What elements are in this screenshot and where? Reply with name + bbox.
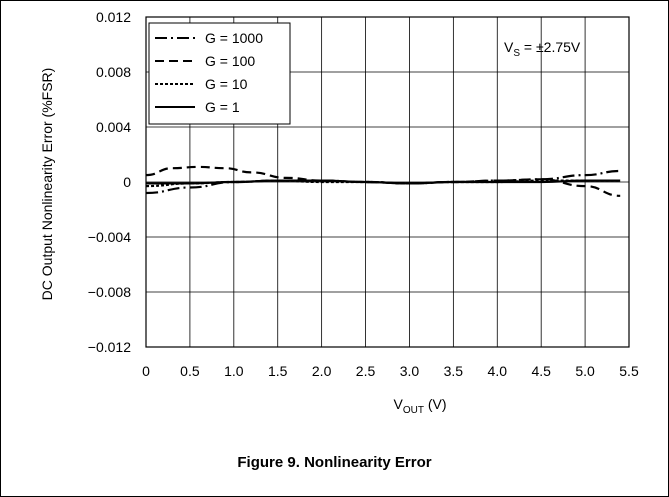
plot-area-border — [145, 16, 630, 348]
y-tick-label: 0.004 — [96, 119, 131, 135]
legend-label-g100: G = 100 — [205, 53, 255, 69]
y-tick-label: 0.012 — [96, 9, 131, 25]
x-tick-label: 1.5 — [268, 363, 288, 379]
legend: G = 1000 G = 100 G = 10 G = 1 — [148, 22, 291, 125]
y-tick-label: 0 — [123, 174, 131, 190]
x-axis-label: VOUT (V) — [393, 396, 446, 416]
figure-caption: Figure 9. Nonlinearity Error — [237, 454, 432, 471]
y-tick-label: 0.008 — [96, 64, 131, 80]
legend-label-g1: G = 1 — [205, 99, 240, 115]
x-tick-label: 5.5 — [619, 363, 639, 379]
y-tick-label: −0.004 — [88, 229, 131, 245]
x-tick-label: 5.0 — [575, 363, 595, 379]
nonlinearity-chart: 0.012 0.008 0.004 0 −0.004 −0.008 −0.012 0 0.5 1… — [39, 9, 639, 416]
series-group — [145, 165, 621, 197]
supply-voltage-annotation: VS = ±2.75V — [504, 39, 581, 59]
x-tick-label: 3.5 — [444, 363, 464, 379]
x-tick-label: 2.5 — [356, 363, 376, 379]
y-axis-label: DC Output Nonlinearity Error (%FSR) — [39, 68, 55, 301]
x-tick-label: 1.0 — [224, 363, 244, 379]
y-tick-labels: 0.012 0.008 0.004 0 −0.004 −0.008 −0.012 — [88, 9, 131, 355]
legend-label-g10: G = 10 — [205, 76, 248, 92]
x-tick-label: 4.0 — [488, 363, 508, 379]
x-tick-label: 3.0 — [400, 363, 420, 379]
legend-label-g1000: G = 1000 — [205, 30, 263, 46]
x-tick-label: 0.5 — [180, 363, 200, 379]
x-tick-label: 2.0 — [312, 363, 332, 379]
y-tick-label: −0.008 — [88, 284, 131, 300]
y-tick-label: −0.012 — [88, 339, 131, 355]
x-tick-label: 4.5 — [531, 363, 551, 379]
series-line-g1 — [146, 179, 621, 185]
x-tick-labels: 0 0.5 1.0 1.5 2.0 2.5 3.0 3.5 4.0 4.5 5.0 5.5 — [142, 363, 639, 379]
x-tick-label: 0 — [142, 363, 150, 379]
